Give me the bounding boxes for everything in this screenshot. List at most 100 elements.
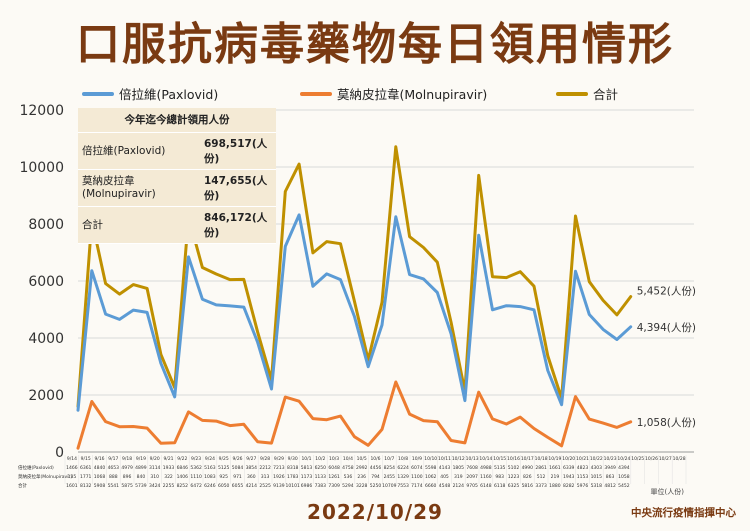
- summary-row-molnupiravir: 莫納皮拉韋(Molnupiravir) 147,655(人份): [78, 170, 276, 207]
- summary-row-total: 合計 846,172(人份): [78, 207, 276, 244]
- table-cell-molnupiravir: 1926: [273, 474, 285, 480]
- table-cell-total: 6148: [480, 483, 492, 489]
- table-cell-molnupiravir: 1083: [204, 474, 216, 480]
- table-cell-total: 5318: [591, 483, 603, 489]
- table-cell-paxlovid: 4899: [135, 465, 147, 471]
- report-date: 2022/10/29: [307, 500, 443, 524]
- table-cell-total: 5739: [135, 483, 147, 489]
- table-cell-paxlovid: 1661: [549, 465, 561, 471]
- table-cell-total: 6986: [301, 483, 313, 489]
- table-cell-paxlovid: 4303: [591, 465, 603, 471]
- table-cell-paxlovid: 3949: [604, 465, 616, 471]
- table-cell-molnupiravir: 2455: [384, 474, 396, 480]
- y-tick-label: 10000: [19, 160, 64, 176]
- table-date-cell: 9/24: [205, 456, 215, 462]
- table-cell-molnupiravir: 2097: [466, 474, 478, 480]
- table-cell-paxlovid: 5362: [190, 465, 202, 471]
- unit-note: 單位(人份): [650, 488, 684, 496]
- table-date-cell: 10/24: [617, 456, 630, 462]
- table-cell-molnupiravir: 1058: [618, 474, 630, 480]
- table-cell-paxlovid: 2992: [356, 465, 368, 471]
- table-cell-total: 6246: [204, 483, 216, 489]
- table-cell-paxlovid: 5084: [232, 465, 244, 471]
- table-cell-total: 2525: [259, 483, 271, 489]
- end-label-molnupiravir: 1,058(人份): [637, 417, 696, 429]
- table-cell-molnupiravir: 1943: [563, 474, 575, 480]
- table-cell-paxlovid: 6361: [80, 465, 92, 471]
- table-date-cell: 9/18: [122, 456, 132, 462]
- table-cell-total: 7309: [328, 483, 340, 489]
- table-date-cell: 10/15: [493, 456, 506, 462]
- table-cell-total: 7383: [315, 483, 327, 489]
- table-date-cell: 9/22: [177, 456, 187, 462]
- table-cell-molnupiravir: 925: [219, 474, 228, 480]
- table-cell-paxlovid: 4979: [121, 465, 133, 471]
- table-cell-total: 7174: [411, 483, 423, 489]
- table-row-label: 合計: [18, 482, 27, 489]
- y-tick-label: 12000: [19, 103, 64, 119]
- table-cell-paxlovid: 4840: [94, 465, 106, 471]
- legend-swatch-total: [556, 91, 588, 96]
- series-line-1: [76, 380, 633, 450]
- table-cell-molnupiravir: 319: [454, 474, 463, 480]
- table-cell-molnupiravir: 1329: [397, 474, 409, 480]
- table-cell-total: 5875: [121, 483, 133, 489]
- table-date-cell: 10/28: [673, 456, 686, 462]
- end-label-total: 5,452(人份): [637, 286, 696, 298]
- table-date-cell: 10/11: [438, 456, 451, 462]
- table-date-cell: 10/25: [631, 456, 644, 462]
- table-cell-total: 9705: [466, 483, 478, 489]
- table-cell-total: 5541: [108, 483, 120, 489]
- table-cell-paxlovid: 7213: [273, 465, 285, 471]
- table-cell-molnupiravir: 1160: [480, 474, 492, 480]
- table-cell-paxlovid: 4456: [370, 465, 382, 471]
- table-date-cell: 9/17: [108, 456, 118, 462]
- table-date-cell: 9/26: [232, 456, 242, 462]
- table-cell-total: 6050: [218, 483, 230, 489]
- table-date-cell: 10/8: [398, 456, 408, 462]
- y-tick-label: 4000: [28, 331, 64, 347]
- table-cell-total: 5976: [577, 483, 589, 489]
- table-cell-paxlovid: 5125: [218, 465, 230, 471]
- table-cell-molnupiravir: 794: [371, 474, 380, 480]
- table-cell-total: 10101: [286, 483, 300, 489]
- table-cell-molnupiravir: 1406: [177, 474, 189, 480]
- table-cell-total: 8252: [177, 483, 189, 489]
- table-cell-total: 4812: [604, 483, 616, 489]
- table-date-cell: 10/5: [357, 456, 367, 462]
- table-cell-paxlovid: 5163: [204, 465, 216, 471]
- table-cell-total: 6055: [232, 483, 244, 489]
- table-cell-molnupiravir: 219: [551, 474, 560, 480]
- table-cell-total: 5908: [94, 483, 106, 489]
- table-date-cell: 9/15: [81, 456, 91, 462]
- table-cell-paxlovid: 8318: [287, 465, 299, 471]
- table-date-cell: 10/22: [590, 456, 603, 462]
- table-cell-total: 6118: [494, 483, 506, 489]
- table-cell-molnupiravir: 971: [233, 474, 242, 480]
- table-date-cell: 10/10: [424, 456, 437, 462]
- table-cell-molnupiravir: 1068: [94, 474, 106, 480]
- table-cell-molnupiravir: 863: [606, 474, 615, 480]
- table-date-cell: 10/9: [412, 456, 422, 462]
- table-date-cell: 9/21: [163, 456, 173, 462]
- table-cell-total: 6472: [190, 483, 202, 489]
- summary-table: 今年迄今總計領用人份 倍拉維(Paxlovid) 698,517(人份) 莫納皮…: [78, 108, 276, 244]
- table-cell-molnupiravir: 135: [68, 474, 77, 480]
- table-date-cell: 9/29: [274, 456, 284, 462]
- table-cell-paxlovid: 8254: [384, 465, 396, 471]
- table-date-cell: 9/27: [246, 456, 256, 462]
- table-cell-molnupiravir: 888: [109, 474, 118, 480]
- table-cell-paxlovid: 1466: [66, 465, 78, 471]
- table-cell-total: 8132: [80, 483, 92, 489]
- organization-name: 中央流行疫情指揮中心: [631, 507, 736, 519]
- legend-label-total: 合計: [593, 87, 619, 102]
- table-date-cell: 10/12: [452, 456, 465, 462]
- table-cell-total: 4214: [246, 483, 258, 489]
- legend-swatch-molnupiravir: [300, 91, 332, 96]
- table-date-cell: 9/25: [219, 456, 229, 462]
- table-row-label: 莫納皮拉韋(Molnupiravir): [18, 473, 72, 480]
- table-cell-paxlovid: 4988: [480, 465, 492, 471]
- series-line-2: [76, 145, 633, 408]
- table-date-cell: 10/13: [466, 456, 479, 462]
- table-cell-molnupiravir: 1110: [190, 474, 202, 480]
